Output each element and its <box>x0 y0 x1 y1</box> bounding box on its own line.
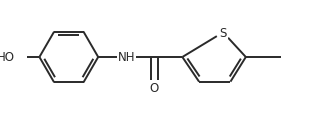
Text: S: S <box>219 27 227 39</box>
Text: HO: HO <box>0 51 15 64</box>
Text: NH: NH <box>118 51 135 64</box>
Text: O: O <box>150 81 159 94</box>
